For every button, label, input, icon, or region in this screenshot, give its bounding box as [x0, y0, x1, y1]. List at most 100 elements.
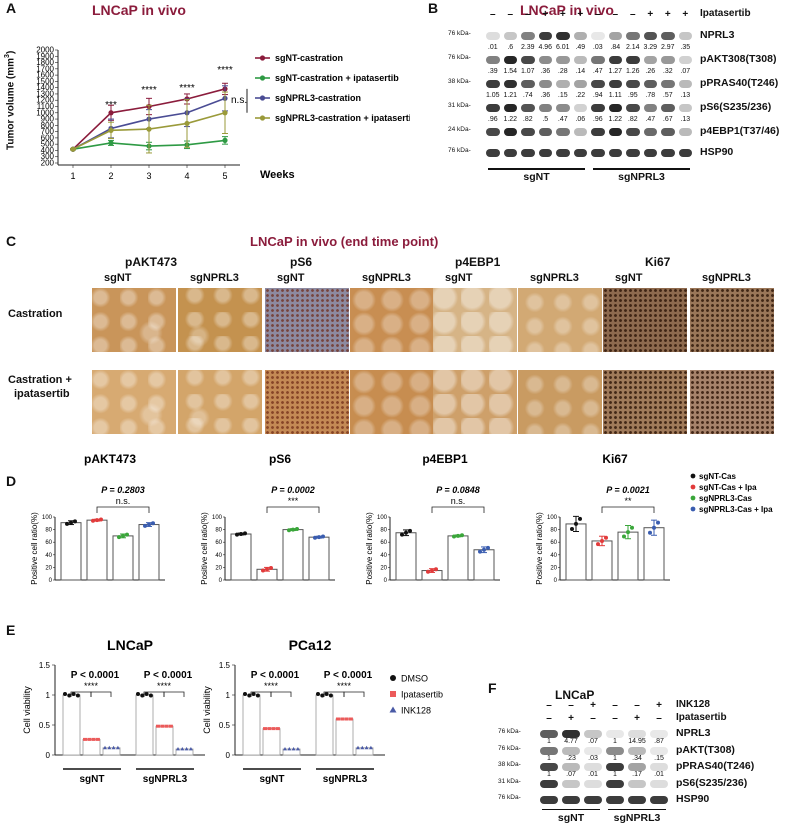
quant-value: .01 — [588, 771, 598, 778]
y-tick-label: 700 — [41, 127, 55, 136]
bar — [138, 524, 160, 581]
quant-value: 1.07 — [520, 68, 535, 75]
panel-a-title: LNCaP in vivo — [92, 2, 186, 18]
legend-marker — [690, 473, 696, 479]
y-tick-label: 1600 — [36, 71, 54, 80]
blot-band — [486, 104, 500, 112]
blot-band — [606, 746, 624, 755]
quant-value: .17 — [632, 771, 642, 778]
treatment-sign: + — [656, 700, 662, 711]
ns-label: n.s. — [231, 95, 247, 106]
ihc-image — [265, 288, 349, 352]
y-tick-label: 20 — [45, 565, 52, 571]
blot-band — [573, 104, 587, 112]
y-tick-label: 500 — [41, 140, 55, 149]
ink128-label: INK128 — [676, 699, 710, 710]
kda-marker: 31 kDa- — [498, 777, 521, 785]
data-point — [222, 137, 228, 143]
y-tick-label: 1000 — [36, 108, 54, 117]
data-point — [144, 692, 149, 696]
quant-value: 1.11 — [608, 92, 622, 99]
data-point — [136, 692, 140, 696]
blot-band — [608, 128, 622, 136]
kda-marker: 76 kDa- — [448, 30, 471, 37]
x-axis-label: Weeks — [260, 169, 295, 181]
quant-value: .23 — [566, 754, 576, 762]
legend-marker — [259, 115, 266, 121]
group-label: sgNPRL3 — [613, 811, 661, 824]
blot-band — [678, 149, 692, 157]
blot-band — [626, 128, 640, 136]
y-tick-label: 0 — [384, 578, 388, 584]
blot-band — [562, 746, 580, 755]
quant-value: .87 — [654, 738, 664, 745]
blot-band — [608, 149, 622, 157]
data-point — [160, 724, 165, 728]
bar-chart-title: pS6 — [269, 452, 291, 466]
ihc-image — [92, 370, 176, 434]
blot-band — [608, 32, 622, 40]
quant-value: 1.21 — [503, 92, 518, 99]
quant-value: 2.14 — [625, 44, 640, 51]
data-point — [251, 692, 256, 696]
quant-value: 1 — [613, 754, 617, 762]
p4ebp1: p4EBP1(T37/46) — [700, 125, 780, 137]
quant-value: .07 — [680, 68, 691, 75]
ppras40: pPRAS40(T246) — [676, 760, 755, 772]
quant-value: 1.22 — [503, 116, 518, 123]
quant-value: 6.01 — [555, 44, 570, 51]
significance-label: n.s. — [116, 496, 131, 506]
quant-value: .47 — [592, 68, 603, 75]
data-point — [180, 747, 185, 751]
data-point — [656, 520, 660, 525]
data-point — [596, 542, 600, 547]
quant-value: 2.97 — [660, 44, 675, 51]
group-label: sgNPRL3 — [323, 774, 368, 785]
blot-band — [562, 796, 580, 804]
quant-value: .28 — [557, 68, 568, 75]
blot-band — [503, 80, 517, 88]
group-underline — [488, 168, 585, 170]
hsp90: HSP90 — [676, 793, 710, 805]
blot-band-row — [538, 762, 670, 772]
data-point — [263, 727, 267, 731]
blot-band — [628, 796, 646, 804]
kda-marker: 76 kDa- — [448, 54, 471, 61]
p-value: P < 0.0001 — [144, 670, 193, 681]
ppras40: pPRAS40(T246) — [700, 77, 779, 89]
bar — [395, 532, 417, 581]
significance-bracket — [90, 691, 112, 697]
data-point — [400, 532, 404, 537]
ihc-col-label: sgNPRL3 — [190, 272, 239, 284]
blot-band — [562, 763, 580, 771]
blot-band — [538, 104, 552, 112]
p-value: P < 0.0001 — [251, 670, 300, 681]
blot-band — [626, 56, 640, 64]
panel-label-f: F — [488, 680, 497, 696]
blot-band — [538, 128, 552, 136]
blot-band — [661, 32, 675, 40]
kda-marker: 38 kDa- — [498, 761, 521, 768]
y-axis-label: Positive cell ratio(%) — [535, 512, 544, 585]
legend-marker — [259, 95, 266, 101]
y-tick-label: 400 — [41, 146, 55, 155]
quant-value: .34 — [632, 754, 642, 762]
data-point — [147, 522, 151, 527]
y-tick-label: 1500 — [36, 77, 54, 86]
data-point — [265, 567, 269, 572]
data-point — [222, 110, 228, 116]
y-tick-label: 0 — [226, 751, 231, 760]
blot-band — [628, 763, 646, 771]
ihc-col-label: sgNPRL3 — [702, 272, 751, 284]
bar — [315, 694, 334, 756]
ihc-marker-title: p4EBP1 — [455, 255, 501, 269]
western-blot-b: – – – + + + – – – + + + Ipatasertib 76 kDa- NPRL3.01.6… — [448, 8, 785, 198]
treatment-sign: – — [629, 9, 636, 20]
bar — [135, 694, 154, 756]
nprl3: NPRL3 — [676, 727, 711, 739]
data-point — [287, 747, 292, 751]
data-point — [267, 727, 272, 731]
data-point — [460, 533, 464, 538]
treatment-sign: – — [656, 713, 662, 724]
data-point — [321, 534, 325, 539]
